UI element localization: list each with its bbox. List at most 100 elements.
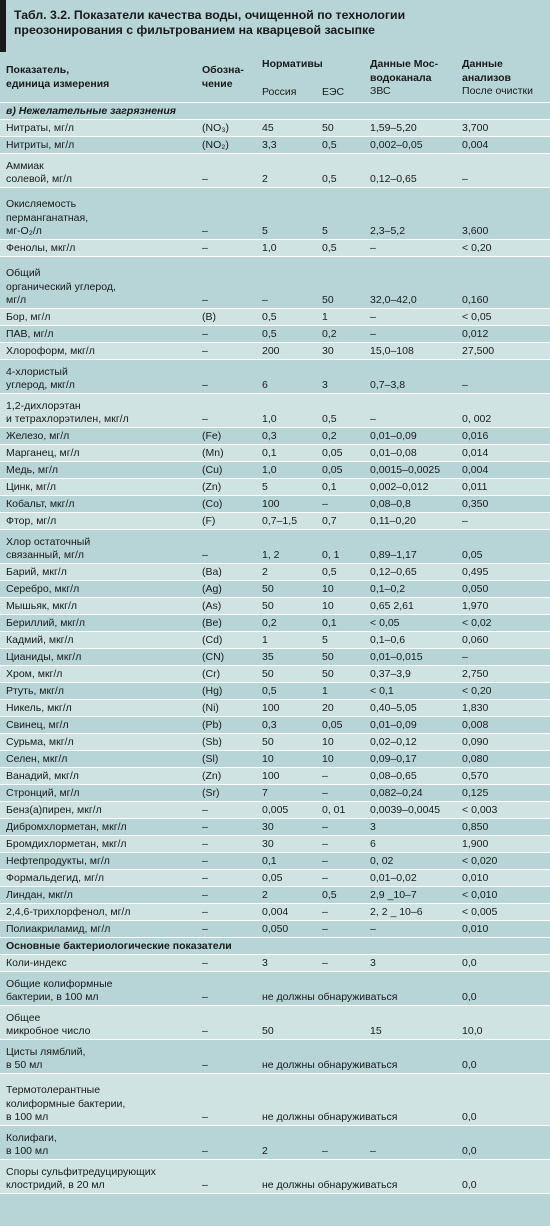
section-title: в) Нежелательные загрязнения	[0, 102, 550, 120]
cell-mosvodokanal: 0,01–0,08	[364, 444, 457, 462]
cell-designation: (Be)	[196, 614, 256, 632]
parameter-line: Споры сульфитредуцирующих	[6, 1165, 156, 1178]
parameter-line: колиформные бактерии,	[6, 1097, 126, 1110]
cell-norm-russia: 50	[256, 1005, 316, 1040]
parameter-line: Линдан, мкг/л	[6, 889, 73, 901]
cell-designation: –	[196, 153, 256, 188]
header-parameter: Показатель, единица измерения	[0, 52, 196, 103]
cell-designation: (Cu)	[196, 461, 256, 479]
cell-mosvodokanal: 1,59–5,20	[364, 119, 457, 137]
table-row: Окисляемость перманганатная, мг-O₂/л –5 5 2,3…	[0, 187, 550, 240]
parameter-line: бактерии, в 100 мл	[6, 991, 99, 1003]
cell-mosvodokanal: 0,7–3,8	[364, 359, 457, 394]
cell-parameter: Линдан, мкг/л	[0, 886, 196, 904]
cell-designation: (Ba)	[196, 563, 256, 581]
cell-norm-russia: 0,2	[256, 614, 316, 632]
parameter-line: Цинк, мг/л	[6, 481, 56, 493]
parameter-line: Термотолерантные	[6, 1084, 101, 1096]
cell-analysis: < 0,003	[456, 801, 550, 819]
cell-norm-text: не должны обнаруживаться	[256, 971, 457, 1006]
parameter-line: в 100 мл	[6, 1111, 49, 1123]
table-row: Дибромхлорметан, мкг/л –30–3 0,850	[0, 818, 550, 836]
cell-mosvodokanal: 0,002–0,012	[364, 478, 457, 496]
title-line-2: преозонирования с фильтрованием на кварц…	[14, 23, 376, 37]
cell-mosvodokanal: 15	[364, 1005, 457, 1040]
parameter-line: 1,2-дихлорэтан	[6, 399, 81, 412]
cell-parameter: Марганец, мг/л	[0, 444, 196, 462]
cell-mosvodokanal: 0,08–0,8	[364, 495, 457, 513]
cell-analysis: 0,0	[456, 1039, 550, 1074]
cell-norm-ees: 0,5	[316, 563, 365, 581]
cell-parameter: Сурьма, мкг/л	[0, 733, 196, 751]
cell-parameter: Полиакриламид, мг/л	[0, 920, 196, 938]
cell-mosvodokanal: 0,02–0,12	[364, 733, 457, 751]
table-row: Ртуть, мкг/л (Hg) 0,5 1 < 0,1 < 0,20	[0, 682, 550, 700]
table-row: Формальдегид, мг/л –0,05–0,01–0,02 0,010	[0, 869, 550, 887]
cell-analysis: 0,0	[456, 1159, 550, 1194]
cell-designation: –	[196, 342, 256, 360]
parameter-line: Колифаги,	[6, 1131, 57, 1144]
cell-analysis: 1,970	[456, 597, 550, 615]
parameter-line: связанный, мг/л	[6, 549, 84, 561]
cell-norm-russia: 0,005	[256, 801, 316, 819]
parameter-line: в 100 мл	[6, 1145, 49, 1157]
cell-norm-russia: 30	[256, 835, 316, 853]
cell-mosvodokanal: 0,082–0,24	[364, 784, 457, 802]
parameter-line: Свинец, мг/л	[6, 719, 69, 731]
cell-parameter: Нитраты, мг/л	[0, 119, 196, 137]
table-row: Кадмий, мкг/л (Cd) 1 5 0,1–0,6 0,060	[0, 631, 550, 649]
header-param-line1: Показатель,	[6, 64, 70, 76]
cell-designation: –	[196, 801, 256, 819]
cell-norm-ees: 10	[316, 750, 365, 768]
cell-designation: (Zn)	[196, 767, 256, 785]
cell-mosvodokanal: 2,9 _10–7	[364, 886, 457, 904]
cell-norm-ees: –	[316, 869, 365, 887]
parameter-line: Медь, мг/л	[6, 464, 58, 476]
cell-parameter: Цианиды, мкг/л	[0, 648, 196, 666]
cell-analysis: < 0,20	[456, 239, 550, 257]
cell-parameter: Формальдегид, мг/л	[0, 869, 196, 887]
cell-norm-ees: 5	[316, 187, 365, 240]
cell-parameter: Серебро, мкг/л	[0, 580, 196, 598]
cell-designation: –	[196, 903, 256, 921]
cell-mosvodokanal: 0,40–5,05	[364, 699, 457, 717]
cell-norm-russia: 7	[256, 784, 316, 802]
parameter-line: Хлороформ, мкг/л	[6, 345, 95, 357]
cell-norm-russia: 2	[256, 1125, 316, 1160]
table-row: Цинк, мг/л (Zn) 5 0,1 0,002–0,012 0,011	[0, 478, 550, 496]
parameter-line: Кадмий, мкг/л	[6, 634, 74, 646]
cell-mosvodokanal: 3	[364, 818, 457, 836]
cell-analysis: < 0,02	[456, 614, 550, 632]
cell-norm-russia: 3,3	[256, 136, 316, 154]
cell-mosvodokanal: –	[364, 325, 457, 343]
cell-norm-russia: 1,0	[256, 239, 316, 257]
header-param-line2: единица измерения	[6, 77, 110, 90]
cell-mosvodokanal: –	[364, 239, 457, 257]
cell-norm-russia: 0,004	[256, 903, 316, 921]
cell-mosvodokanal: 0,89–1,17	[364, 529, 457, 564]
header-norms-label: Нормативы	[262, 58, 323, 70]
table-row: Колифаги, в 100 мл –2– –0,0	[0, 1125, 550, 1160]
cell-designation: –	[196, 529, 256, 564]
parameter-line: Дибромхлорметан, мкг/л	[6, 821, 127, 833]
cell-norm-ees: 0,05	[316, 716, 365, 734]
cell-designation: –	[196, 886, 256, 904]
cell-designation: –	[196, 1125, 256, 1160]
cell-parameter: Споры сульфитредуцирующих клостридий, в 2…	[0, 1159, 196, 1194]
cell-analysis: < 0,010	[456, 886, 550, 904]
parameter-line: солевой, мг/л	[6, 173, 73, 185]
table-row: Цисты лямблий, в 50 мл – не должны обнаружи…	[0, 1039, 550, 1074]
cell-norm-ees: –	[316, 495, 365, 513]
parameter-line: Мышьяк, мкг/л	[6, 600, 77, 612]
table-row: 1,2-дихлорэтан и тетрахлорэтилен, мкг/л –1…	[0, 393, 550, 428]
cell-mosvodokanal: 32,0–42,0	[364, 256, 457, 309]
cell-norm-ees: 0,5	[316, 393, 365, 428]
cell-mosvodokanal: < 0,1	[364, 682, 457, 700]
cell-mosvodokanal: 0,09–0,17	[364, 750, 457, 768]
cell-parameter: Селен, мкг/л	[0, 750, 196, 768]
parameter-line: Фтор, мг/л	[6, 515, 57, 527]
cell-mosvodokanal: 15,0–108	[364, 342, 457, 360]
cell-mosvodokanal: 0,01–0,02	[364, 869, 457, 887]
cell-analysis: 0,0	[456, 1073, 550, 1126]
cell-designation: (Mn)	[196, 444, 256, 462]
